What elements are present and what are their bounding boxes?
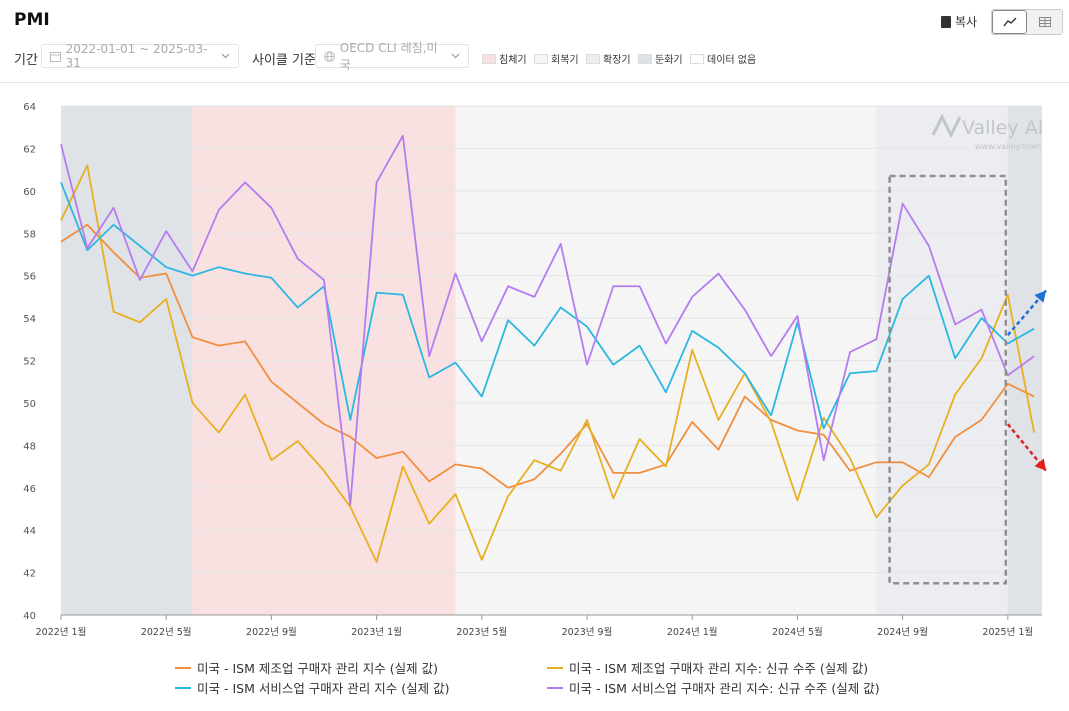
x-tick-label: 2025년 1월	[982, 626, 1033, 638]
phase-legend-slowdown: 둔화기	[638, 51, 683, 66]
header-bar: PMI 복사 기간 2022-01-01 ~ 2025-03-31	[0, 0, 1069, 83]
x-tick-label: 2023년 9월	[562, 626, 613, 638]
legend-item[interactable]: 미국 - ISM 서비스업 구매자 관리 지수: 신규 수주 (실제 값)	[547, 678, 880, 697]
phase-swatch	[534, 53, 548, 64]
x-tick-label: 2024년 5월	[772, 626, 823, 638]
x-tick-label: 2024년 9월	[877, 626, 928, 638]
y-tick-label: 56	[23, 272, 36, 283]
series-line	[770, 382, 1035, 479]
phase-label: 회복기	[551, 55, 579, 66]
phase-label: 데이터 없음	[707, 55, 757, 66]
series-line	[60, 134, 772, 506]
phase-legend-expansion: 확장기	[586, 51, 631, 66]
view-toggle	[991, 9, 1063, 35]
trend-up-arrow	[1006, 289, 1048, 336]
phase-swatch	[690, 53, 704, 64]
y-tick-label: 44	[23, 526, 36, 537]
legend-label: 미국 - ISM 제조업 구매자 관리 지수: 신규 수주 (실제 값)	[569, 661, 869, 676]
legend-item[interactable]: 미국 - ISM 제조업 구매자 관리 지수: 신규 수주 (실제 값)	[547, 658, 868, 677]
period-value: 2022-01-01 ~ 2025-03-31	[65, 42, 208, 70]
legend-label: 미국 - ISM 제조업 구매자 관리 지수 (실제 값)	[197, 661, 438, 676]
table-view-button[interactable]	[1027, 10, 1062, 34]
series-line	[60, 164, 772, 563]
y-tick-label: 46	[23, 484, 36, 495]
phase-label: 둔화기	[655, 55, 683, 66]
chevron-down-icon	[221, 53, 230, 59]
page-title: PMI	[14, 10, 50, 30]
phase-legend-recession: 침체기	[482, 51, 527, 66]
x-tick-label: 2024년 1월	[667, 626, 718, 638]
y-tick-label: 52	[23, 357, 36, 368]
x-tick-label: 2023년 5월	[456, 626, 507, 638]
y-tick-label: 54	[23, 314, 36, 325]
valley-logo-icon	[931, 113, 962, 139]
phase-legend-no-data: 데이터 없음	[690, 51, 756, 66]
y-tick-label: 58	[23, 229, 36, 240]
y-tick-label: 62	[23, 144, 36, 155]
pmi-line-chart: 40 42 44 46 48 50 52 54 56 58 60 62 64 2022년 1월 2022년 …	[23, 102, 1048, 638]
line-chart-icon	[1002, 17, 1016, 27]
legend-label: 미국 - ISM 서비스업 구매자 관리 지수 (실제 값)	[197, 681, 450, 696]
phase-label: 확장기	[603, 55, 631, 66]
copy-label: 복사	[955, 15, 978, 29]
legend-label: 미국 - ISM 서비스업 구매자 관리 지수: 신규 수주 (실제 값)	[569, 681, 880, 696]
cycle-value: OECD CLI 레짐,미국	[339, 41, 438, 72]
calendar-icon	[50, 51, 61, 62]
phase-swatch	[482, 53, 496, 64]
period-label: 기간	[14, 53, 38, 68]
line-chart-view-button[interactable]	[992, 10, 1027, 34]
phase-swatch	[638, 53, 652, 64]
watermark-brand: Valley AI	[962, 117, 1043, 139]
legend-swatch	[175, 666, 191, 669]
y-tick-label: 42	[23, 569, 36, 580]
series-line	[770, 202, 1035, 462]
globe-icon	[324, 50, 335, 62]
x-tick-label: 2022년 5월	[141, 626, 192, 638]
arrowhead-icon	[1034, 290, 1047, 303]
phase-label: 침체기	[499, 55, 527, 66]
y-tick-label: 60	[23, 187, 36, 198]
x-tick-label: 2022년 9월	[246, 626, 297, 638]
chevron-down-icon	[451, 53, 460, 59]
series-line	[770, 274, 1035, 430]
cycle-select[interactable]: OECD CLI 레짐,미국	[315, 41, 469, 72]
x-tick-label: 2023년 1월	[351, 626, 402, 638]
copy-icon	[941, 15, 951, 28]
highlight-box	[888, 174, 1008, 585]
legend-swatch	[547, 666, 563, 669]
phase-legend-recovery: 회복기	[534, 51, 579, 66]
series-line	[60, 223, 772, 489]
x-tick-label: 2022년 1월	[36, 626, 87, 638]
phase-swatch	[586, 53, 600, 64]
legend-item[interactable]: 미국 - ISM 서비스업 구매자 관리 지수 (실제 값)	[175, 678, 449, 697]
cycle-label: 사이클 기준	[252, 53, 316, 68]
legend-item[interactable]: 미국 - ISM 제조업 구매자 관리 지수 (실제 값)	[175, 658, 438, 677]
y-tick-label: 40	[23, 611, 36, 622]
arrowhead-icon	[1034, 458, 1047, 471]
y-tick-label: 64	[23, 102, 36, 113]
watermark-url: www.valley.town	[975, 142, 1041, 151]
y-tick-label: 50	[23, 399, 36, 410]
series-line	[60, 182, 772, 421]
legend-swatch	[547, 686, 563, 689]
copy-button[interactable]: 복사	[941, 13, 977, 30]
y-tick-label: 48	[23, 441, 36, 452]
legend-swatch	[175, 686, 191, 689]
series-line	[770, 293, 1035, 519]
period-select[interactable]: 2022-01-01 ~ 2025-03-31	[41, 42, 239, 70]
table-icon	[1038, 17, 1051, 27]
